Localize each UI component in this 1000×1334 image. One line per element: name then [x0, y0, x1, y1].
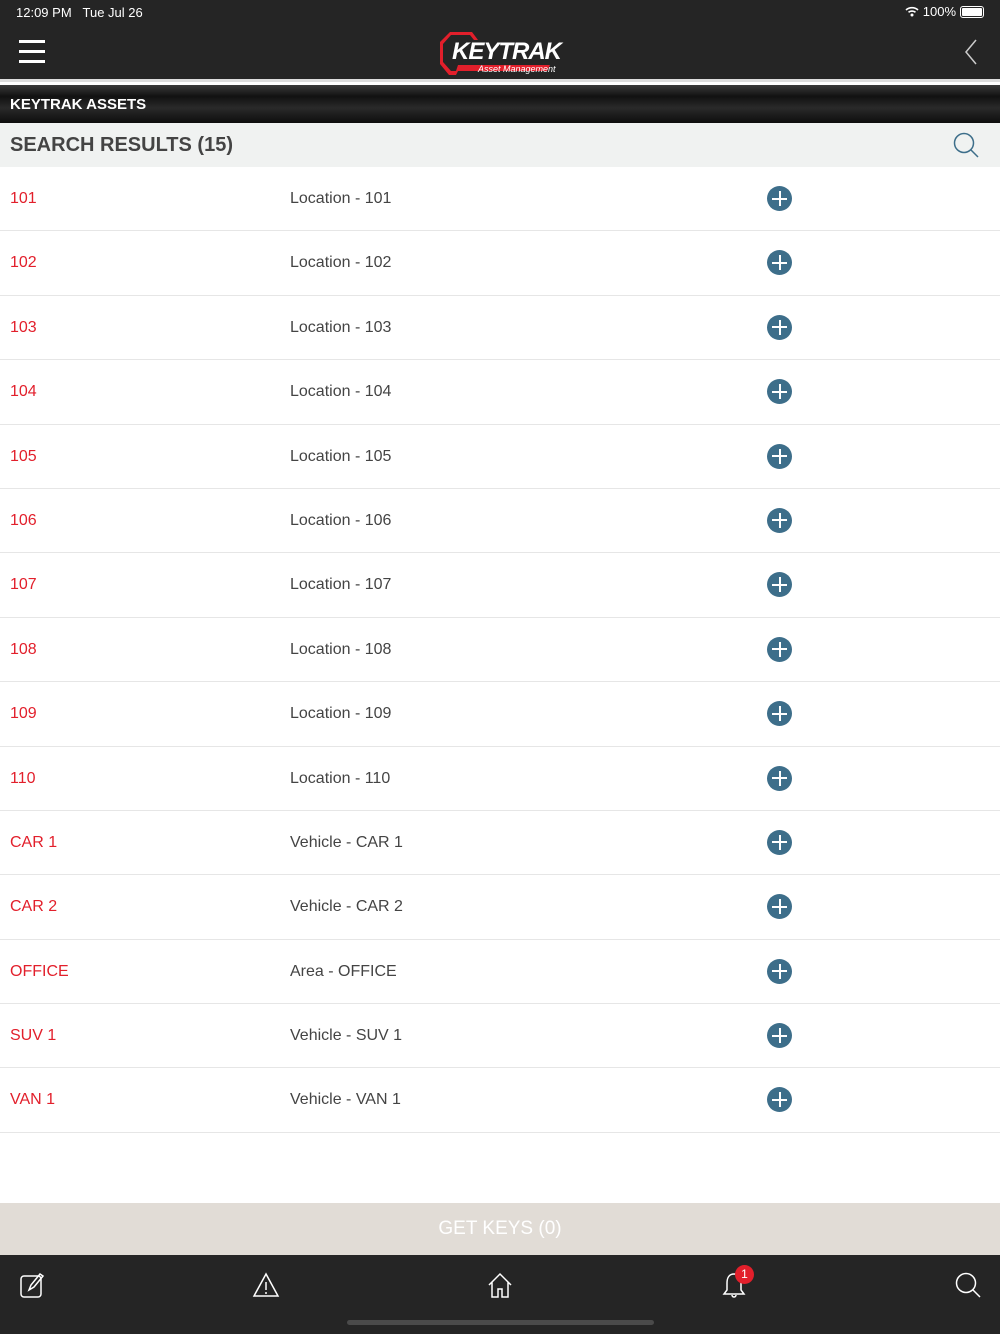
list-item[interactable]: 101 Location - 101: [0, 167, 1000, 232]
list-item[interactable]: SUV 1 Vehicle - SUV 1: [0, 1004, 1000, 1069]
get-keys-button[interactable]: GET KEYS (0): [0, 1203, 1000, 1255]
asset-description: Vehicle - CAR 2: [290, 898, 403, 916]
results-list: 101 Location - 101 102 Location - 102 10…: [0, 167, 1000, 1133]
asset-description: Location - 104: [290, 383, 392, 401]
add-circle-icon[interactable]: [767, 701, 792, 727]
notifications-button[interactable]: 1: [721, 1265, 754, 1304]
add-circle-icon[interactable]: [767, 250, 792, 276]
hamburger-menu-icon[interactable]: [19, 40, 45, 70]
list-item[interactable]: 109 Location - 109: [0, 682, 1000, 747]
asset-description: Vehicle - VAN 1: [290, 1091, 401, 1109]
asset-description: Location - 110: [290, 769, 391, 787]
asset-id[interactable]: CAR 2: [10, 898, 58, 916]
asset-id[interactable]: 110: [10, 769, 36, 787]
asset-description: Location - 107: [290, 576, 392, 594]
asset-id[interactable]: 102: [10, 254, 37, 272]
add-circle-icon[interactable]: [767, 443, 792, 469]
asset-description: Location - 105: [290, 447, 392, 465]
nav-bar: KEYTRAK Asset Management: [0, 24, 1000, 82]
asset-id[interactable]: 101: [10, 190, 37, 207]
asset-description: Location - 109: [290, 705, 392, 723]
search-results-header: SEARCH RESULTS (15): [0, 123, 1000, 167]
add-circle-icon[interactable]: [767, 636, 792, 662]
add-circle-icon[interactable]: [767, 314, 792, 340]
section-header: KEYTRAK ASSETS: [0, 85, 1000, 123]
list-item[interactable]: 103 Location - 103: [0, 296, 1000, 361]
list-item[interactable]: 102 Location - 102: [0, 231, 1000, 296]
add-circle-icon[interactable]: [767, 1087, 792, 1113]
svg-text:Asset Management: Asset Management: [477, 64, 556, 74]
asset-id[interactable]: 108: [10, 640, 37, 658]
asset-description: Vehicle - SUV 1: [290, 1027, 403, 1045]
list-item[interactable]: VAN 1 Vehicle - VAN 1: [0, 1068, 1000, 1133]
asset-id[interactable]: 106: [10, 511, 37, 529]
asset-id[interactable]: SUV 1: [10, 1027, 57, 1045]
status-right: 100%: [905, 4, 984, 19]
status-time: 12:09 PM Tue Jul 26: [16, 5, 143, 20]
add-circle-icon[interactable]: [767, 507, 792, 533]
results-title: SEARCH RESULTS (15): [10, 134, 233, 156]
add-circle-icon[interactable]: [767, 958, 792, 984]
search-tab-icon[interactable]: [954, 1271, 982, 1299]
add-circle-icon[interactable]: [767, 572, 792, 598]
list-item[interactable]: 105 Location - 105: [0, 425, 1000, 489]
list-item[interactable]: 107 Location - 107: [0, 553, 1000, 618]
add-circle-icon[interactable]: [767, 379, 792, 405]
asset-description: Location - 103: [290, 318, 392, 336]
asset-description: Area - OFFICE: [290, 962, 397, 980]
list-item[interactable]: CAR 2 Vehicle - CAR 2: [0, 875, 1000, 940]
home-icon[interactable]: [486, 1271, 514, 1299]
asset-id[interactable]: OFFICE: [10, 962, 69, 980]
list-item[interactable]: OFFICE Area - OFFICE: [0, 940, 1000, 1005]
list-item[interactable]: 110 Location - 110: [0, 747, 1000, 811]
asset-description: Location - 106: [290, 511, 392, 529]
asset-description: Vehicle - CAR 1: [290, 833, 403, 851]
asset-id[interactable]: 105: [10, 447, 37, 465]
asset-id[interactable]: 107: [10, 576, 37, 594]
notification-badge: 1: [735, 1265, 754, 1284]
battery-icon: [960, 5, 984, 18]
svg-text:KEYTRAK: KEYTRAK: [452, 38, 564, 65]
edit-icon[interactable]: [20, 1271, 46, 1299]
status-bar: 12:09 PM Tue Jul 26 100%: [0, 0, 1000, 24]
asset-description: Location - 102: [290, 254, 392, 272]
list-item[interactable]: 106 Location - 106: [0, 489, 1000, 554]
add-circle-icon[interactable]: [767, 186, 792, 211]
list-item[interactable]: 108 Location - 108: [0, 618, 1000, 683]
warning-icon[interactable]: [252, 1271, 280, 1299]
add-circle-icon[interactable]: [767, 765, 792, 791]
asset-description: Location - 108: [290, 640, 392, 658]
add-circle-icon[interactable]: [767, 829, 792, 855]
home-indicator[interactable]: [347, 1320, 654, 1325]
keytrak-logo: KEYTRAK Asset Management: [440, 32, 564, 75]
asset-id[interactable]: 109: [10, 705, 37, 723]
battery-percent: 100%: [922, 4, 956, 19]
tab-bar: 1: [0, 1255, 1000, 1334]
search-icon[interactable]: [952, 131, 980, 159]
asset-id[interactable]: 104: [10, 383, 37, 401]
list-item[interactable]: CAR 1 Vehicle - CAR 1: [0, 811, 1000, 876]
asset-description: Location - 101: [290, 190, 392, 207]
add-circle-icon[interactable]: [767, 894, 792, 920]
list-item[interactable]: 104 Location - 104: [0, 360, 1000, 425]
asset-id[interactable]: VAN 1: [10, 1091, 56, 1109]
wifi-icon: [905, 6, 919, 17]
back-chevron-icon[interactable]: [964, 38, 978, 66]
add-circle-icon[interactable]: [767, 1023, 792, 1049]
asset-id[interactable]: 103: [10, 318, 37, 336]
asset-id[interactable]: CAR 1: [10, 833, 58, 851]
